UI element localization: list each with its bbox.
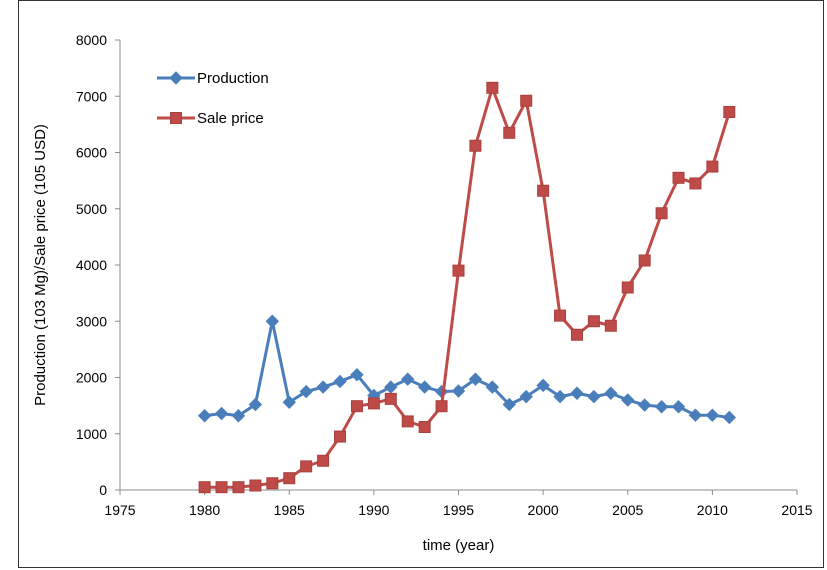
data-point [299, 384, 313, 399]
data-point [367, 397, 380, 410]
x-tick-label: 2000 [528, 502, 559, 518]
data-point [537, 184, 550, 197]
data-point [570, 328, 583, 341]
data-point [231, 409, 246, 423]
data-point [621, 281, 634, 294]
data-point [215, 481, 228, 494]
data-point [638, 254, 651, 267]
data-point [486, 81, 499, 94]
data-point [502, 397, 516, 412]
data-point [451, 384, 466, 398]
data-point [248, 397, 263, 412]
x-tick-label: 2005 [612, 502, 643, 518]
x-tick-label: 1975 [104, 502, 135, 518]
x-tick-label: 1995 [443, 502, 474, 518]
data-point [384, 380, 398, 394]
data-point [468, 372, 483, 386]
y-tick-label: 2000 [76, 370, 107, 386]
series-layer [197, 81, 737, 494]
data-point [283, 472, 296, 485]
data-point [722, 410, 737, 425]
y-tick-label: 8000 [76, 32, 107, 48]
data-point [536, 378, 550, 393]
data-point [706, 160, 719, 173]
y-tick-label: 1000 [76, 426, 107, 442]
chart-frame [18, 0, 824, 568]
series-production [197, 314, 737, 425]
y-tick-label: 7000 [76, 88, 107, 104]
y-axis-title: Production (103 Mg)/Sale price (105 USD) [32, 124, 49, 406]
data-point [723, 106, 736, 118]
data-point [300, 460, 313, 473]
data-point [587, 389, 601, 404]
data-point [705, 408, 720, 422]
data-point [553, 389, 567, 404]
data-point [435, 400, 448, 413]
data-point [317, 454, 330, 467]
data-point [452, 264, 465, 277]
axes: 0 1000 2000 3000 4000 5000 6000 7000 8000 1975 198… [76, 32, 813, 518]
data-point [333, 374, 347, 389]
data-point [198, 481, 211, 494]
legend-label: Production [197, 70, 269, 87]
data-point [485, 380, 500, 394]
x-tick-label: 1990 [358, 502, 389, 518]
data-point [637, 398, 652, 412]
x-tick-label: 2010 [697, 502, 728, 518]
data-point [604, 319, 617, 332]
series-sale-price [198, 81, 736, 494]
data-point [350, 367, 364, 382]
data-point [520, 94, 533, 107]
y-tick-label: 3000 [76, 313, 107, 329]
data-point [655, 207, 668, 220]
legend-marker [170, 112, 182, 124]
y-tick-label: 5000 [76, 201, 107, 217]
y-tick-label: 0 [99, 482, 107, 498]
data-point [417, 380, 432, 394]
legend: Production Sale price [157, 70, 269, 127]
data-point [604, 386, 618, 400]
data-point [469, 139, 482, 152]
data-point [266, 477, 279, 490]
data-point [350, 400, 363, 413]
data-point [265, 314, 280, 328]
x-tick-label: 1985 [274, 502, 305, 518]
data-point [418, 421, 431, 433]
legend-label: Sale price [197, 110, 264, 127]
data-point [689, 177, 702, 190]
data-point [334, 430, 347, 443]
data-point [570, 386, 584, 400]
data-point [214, 406, 229, 421]
data-point [621, 393, 635, 407]
data-point [654, 400, 669, 414]
y-tick-label: 4000 [76, 257, 107, 273]
data-point [503, 126, 516, 139]
data-point [197, 409, 212, 423]
data-point [282, 395, 296, 409]
data-point [587, 315, 600, 328]
x-axis-title: time (year) [423, 537, 495, 554]
x-tick-label: 2015 [781, 502, 812, 518]
data-point [671, 400, 686, 414]
data-point [401, 372, 415, 386]
data-point [401, 415, 414, 428]
data-point [672, 171, 685, 184]
data-point [249, 479, 262, 492]
y-tick-label: 6000 [76, 145, 107, 161]
series-line [204, 86, 731, 489]
data-point [316, 380, 330, 394]
legend-marker [169, 71, 183, 85]
data-point [519, 389, 533, 404]
data-point [232, 481, 245, 494]
data-point [688, 408, 703, 422]
x-tick-label: 1980 [189, 502, 220, 518]
data-point [384, 392, 397, 405]
data-point [554, 309, 567, 322]
